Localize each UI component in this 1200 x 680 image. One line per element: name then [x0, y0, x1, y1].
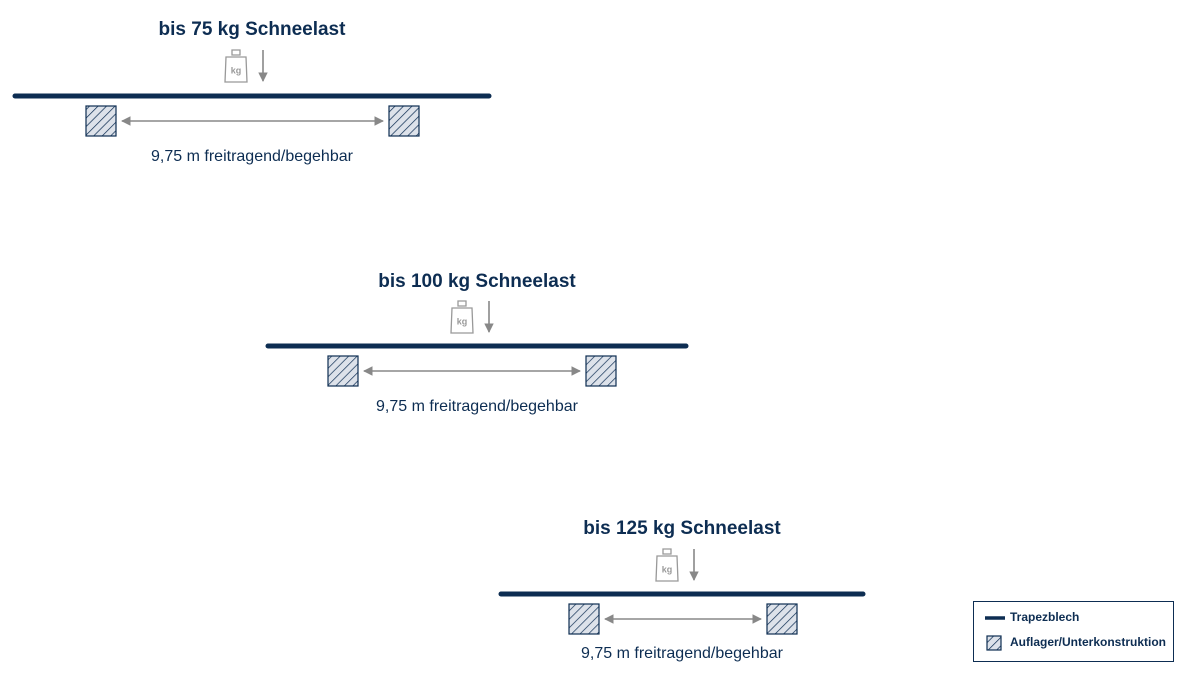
span-label: 9,75 m freitragend/begehbar	[581, 645, 784, 662]
panel-title: bis 75 kg Schneelast	[159, 19, 347, 40]
legend: Trapezblech Auflager/Unterkonstruktion	[973, 601, 1174, 662]
panel-title: bis 125 kg Schneelast	[583, 518, 781, 539]
weight-label: kg	[457, 316, 468, 326]
legend-box	[973, 601, 1174, 662]
panel: bis 100 kg Schneelast kg 9,75 m freitrag…	[265, 271, 689, 415]
support	[568, 603, 600, 635]
support	[585, 355, 617, 387]
weight-label: kg	[231, 65, 242, 75]
panel: bis 125 kg Schneelast kg 9,75 m freitrag…	[498, 518, 866, 662]
support	[85, 105, 117, 137]
panel: bis 75 kg Schneelast kg 9,75 m freitrage…	[12, 19, 492, 165]
support	[388, 105, 420, 137]
weight-icon	[655, 548, 679, 582]
legend-label: Trapezblech	[1010, 610, 1079, 624]
support	[766, 603, 798, 635]
support	[327, 355, 359, 387]
weight-icon	[224, 49, 248, 83]
legend-label: Auflager/Unterkonstruktion	[1010, 635, 1166, 649]
weight-label: kg	[662, 564, 673, 574]
weight-icon	[450, 300, 474, 334]
span-label: 9,75 m freitragend/begehbar	[151, 148, 354, 165]
legend-swatch	[986, 635, 1002, 651]
panel-title: bis 100 kg Schneelast	[378, 271, 576, 292]
span-label: 9,75 m freitragend/begehbar	[376, 398, 579, 415]
